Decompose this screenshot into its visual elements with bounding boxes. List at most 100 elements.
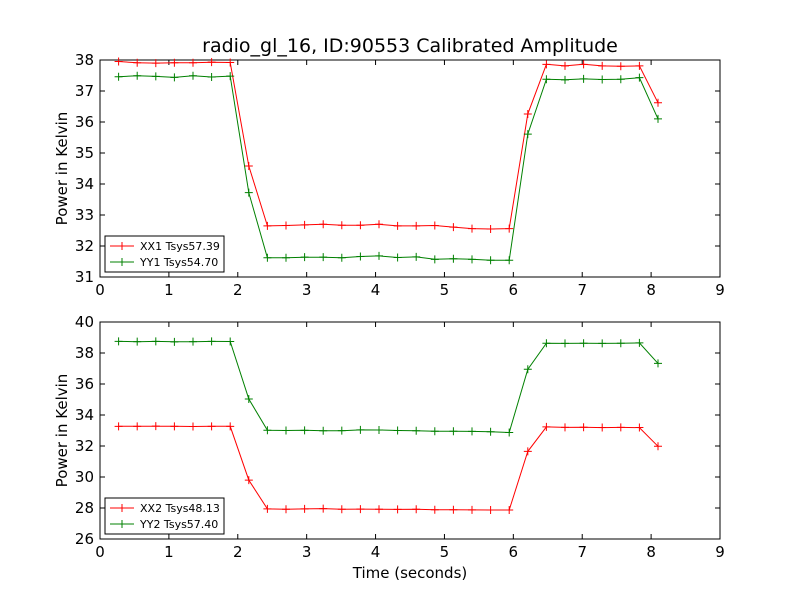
data-point-marker	[505, 256, 514, 265]
data-point-marker	[282, 505, 290, 514]
data-point-marker	[319, 426, 328, 435]
data-point-marker	[654, 442, 662, 451]
data-point-marker	[189, 422, 197, 431]
data-point-marker	[319, 253, 328, 262]
x-tick-label: 7	[577, 281, 587, 299]
data-point-marker	[356, 221, 365, 230]
y-tick-label: 38	[75, 344, 94, 362]
y-tick-label: 38	[75, 51, 94, 69]
data-point-marker	[561, 61, 569, 70]
plot-frame	[99, 321, 721, 540]
data-point-marker	[468, 505, 476, 514]
data-point-marker	[486, 224, 495, 233]
data-point-marker	[430, 255, 439, 264]
x-tick-label: 1	[164, 281, 174, 299]
data-point-marker	[616, 423, 625, 432]
y-tick-label: 32	[75, 237, 94, 255]
data-point-marker	[226, 422, 235, 431]
data-point-marker	[412, 221, 421, 230]
data-point-marker	[207, 58, 216, 67]
data-point-marker	[282, 426, 290, 435]
y-tick-label: 28	[75, 499, 94, 517]
data-point-marker	[263, 426, 272, 435]
legend-swatch-marker	[118, 520, 126, 528]
legend: XX1 Tsys57.39 YY1 Tsys54.70	[104, 235, 225, 273]
data-point-marker	[375, 426, 383, 435]
data-point-marker	[430, 505, 439, 514]
data-point-marker	[598, 423, 607, 432]
data-point-marker	[598, 61, 607, 70]
data-point-marker	[523, 109, 532, 118]
data-point-marker	[207, 337, 216, 346]
data-point-marker	[654, 114, 662, 123]
data-point-marker	[244, 395, 253, 404]
data-point-marker	[189, 71, 197, 80]
x-tick-label: 4	[371, 281, 381, 299]
data-point-marker	[133, 422, 142, 431]
data-point-marker	[579, 60, 588, 69]
data-point-marker	[542, 75, 551, 84]
y-tick-label: 32	[75, 437, 94, 455]
data-point-marker	[300, 504, 309, 513]
data-point-marker	[133, 337, 142, 346]
y-tick-label: 26	[75, 530, 94, 548]
data-point-marker	[114, 422, 123, 431]
data-point-marker	[263, 504, 272, 513]
data-point-marker	[523, 365, 532, 374]
y-axis-label: Power in Kelvin	[53, 374, 71, 488]
data-point-marker	[579, 423, 588, 432]
data-point-marker	[635, 73, 644, 82]
data-point-marker	[337, 505, 346, 514]
data-point-marker	[170, 73, 179, 82]
data-point-marker	[282, 221, 290, 230]
data-point-marker	[356, 425, 365, 434]
data-point-marker	[300, 253, 309, 262]
data-point-marker	[598, 339, 607, 348]
y-tick-label: 31	[75, 268, 94, 286]
data-point-marker	[579, 74, 588, 83]
data-point-marker	[244, 162, 253, 171]
x-tick-label: 2	[233, 543, 243, 561]
data-point-marker	[486, 256, 495, 265]
data-point-marker	[561, 423, 569, 432]
data-point-marker	[449, 223, 458, 232]
data-point-marker	[337, 426, 346, 435]
data-point-marker	[375, 251, 383, 260]
data-point-marker	[579, 339, 588, 348]
y-tick-label: 33	[75, 206, 94, 224]
y-tick-label: 36	[75, 375, 94, 393]
data-point-marker	[430, 221, 439, 230]
x-tick-label: 0	[95, 543, 105, 561]
data-point-marker	[542, 60, 551, 69]
data-point-marker	[468, 427, 476, 436]
x-tick-label: 1	[164, 543, 174, 561]
data-point-marker	[449, 254, 458, 263]
data-point-marker	[616, 339, 625, 348]
data-point-marker	[449, 505, 458, 514]
data-point-marker	[226, 58, 235, 67]
data-point-marker	[114, 72, 123, 81]
data-point-marker	[263, 221, 272, 230]
data-point-marker	[654, 98, 662, 107]
x-tick-label: 7	[577, 543, 587, 561]
data-point-marker	[244, 476, 253, 485]
data-point-marker	[170, 58, 179, 67]
data-point-marker	[226, 337, 235, 346]
data-point-marker	[189, 58, 197, 67]
data-point-marker	[523, 447, 532, 456]
data-point-marker	[505, 428, 514, 437]
legend-label: YY2 Tsys57.40	[139, 518, 218, 531]
legend-swatch-marker	[118, 258, 126, 266]
data-point-marker	[635, 61, 644, 70]
x-tick-label: 3	[302, 281, 312, 299]
x-tick-label: 9	[715, 543, 725, 561]
data-point-marker	[616, 75, 625, 84]
y-axis-label: Power in Kelvin	[53, 112, 71, 226]
data-point-marker	[151, 72, 160, 81]
x-tick-label: 5	[440, 281, 450, 299]
x-tick-label: 6	[509, 543, 519, 561]
data-point-marker	[412, 252, 421, 261]
y-tick-label: 34	[75, 175, 94, 193]
